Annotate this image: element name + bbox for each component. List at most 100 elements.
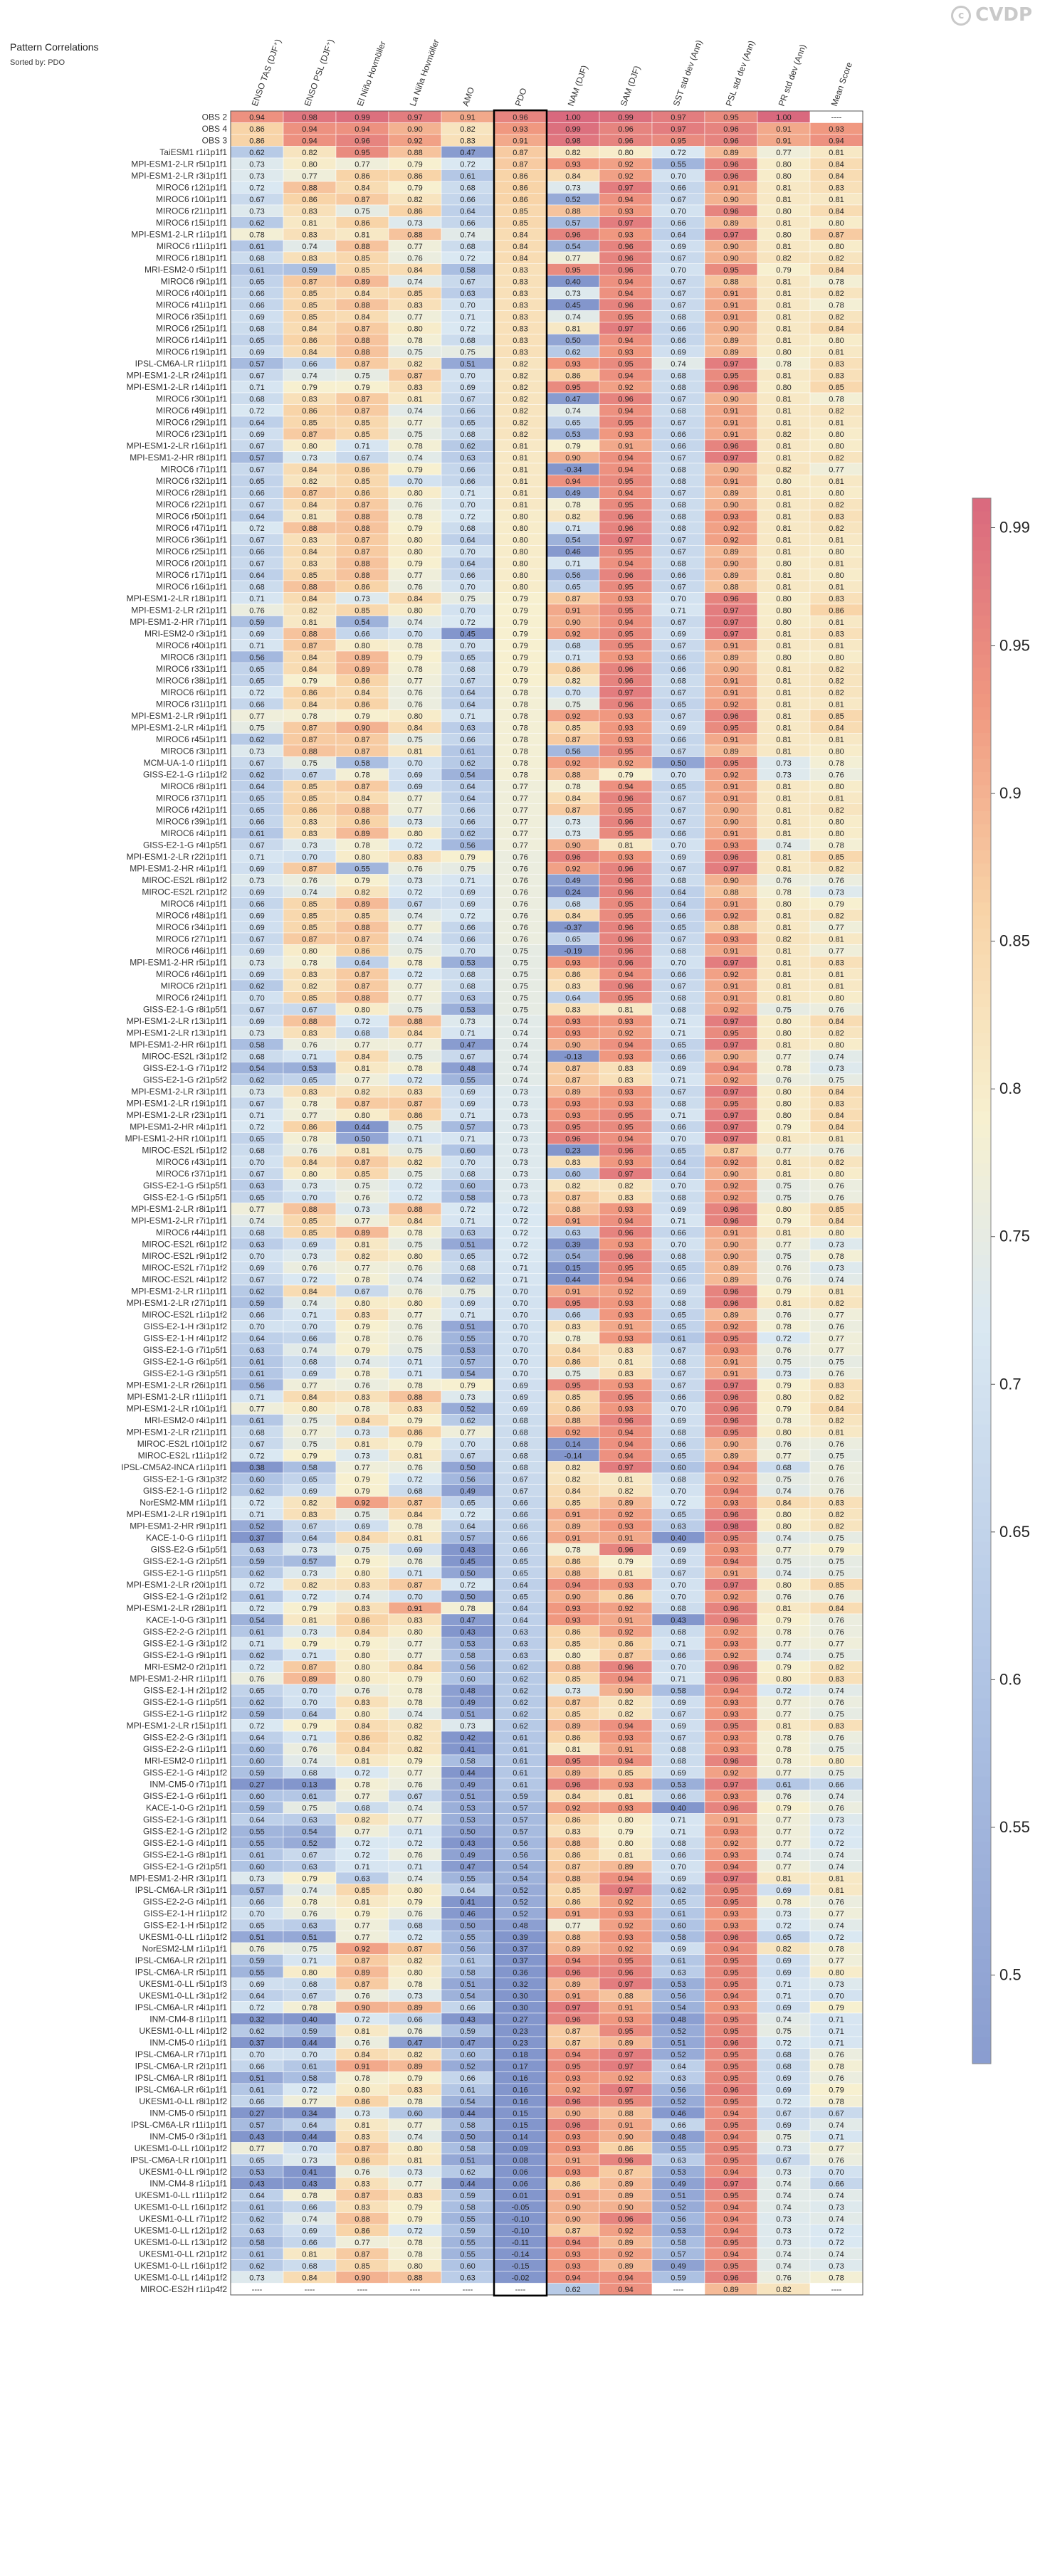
cell-value: 0.76 xyxy=(776,1593,791,1601)
cell-value: 0.86 xyxy=(355,677,369,685)
cell-value: 0.64 xyxy=(249,1816,264,1825)
cell-value: 0.65 xyxy=(249,1921,264,1930)
cell-value: 0.94 xyxy=(723,2109,738,2118)
cell-value: 0.80 xyxy=(407,324,422,333)
cell-value: 0.88 xyxy=(618,2109,633,2118)
cell-value: 0.85 xyxy=(513,207,527,216)
cell-value: 0.67 xyxy=(249,935,264,944)
cell-value: 0.74 xyxy=(776,1851,791,1859)
cell-value: 0.96 xyxy=(723,1804,738,1812)
cell-value: 0.52 xyxy=(671,2051,686,2059)
cell-value: 0.85 xyxy=(355,912,369,920)
cell-value: 0.74 xyxy=(302,1757,317,1765)
cell-value: 0.76 xyxy=(302,1910,317,1918)
cell-value: 0.75 xyxy=(407,1052,422,1061)
cell-value: 0.75 xyxy=(407,1240,422,1249)
cell-value: 0.68 xyxy=(460,971,475,979)
cell-value: 0.87 xyxy=(355,2145,369,2153)
cell-value: 0.81 xyxy=(776,219,791,228)
cell-value: 0.93 xyxy=(618,853,633,862)
cell-value: 0.74 xyxy=(302,243,317,251)
cell-value: 0.80 xyxy=(513,559,527,568)
cell-value: 0.80 xyxy=(829,1041,844,1050)
cell-value: 0.76 xyxy=(829,1440,844,1449)
cell-value: 0.84 xyxy=(829,1018,844,1026)
cell-value: 0.80 xyxy=(829,243,844,251)
colorbar-segment xyxy=(972,772,991,786)
cell-value: 0.62 xyxy=(460,442,475,450)
cell-value: 0.81 xyxy=(565,1746,580,1754)
cell-value: 0.53 xyxy=(460,1816,475,1825)
cell-value: 0.82 xyxy=(407,360,422,369)
row-label: UKESM1-0-LL r9i1p1f2 xyxy=(139,2167,227,2177)
row-label: MIROC6 r46i1p1f1 xyxy=(156,969,227,979)
colorbar-segment xyxy=(972,1398,991,1412)
row-label: MIROC6 r41i1p1f1 xyxy=(156,300,227,310)
cell-value: 0.75 xyxy=(776,1558,791,1566)
cell-value: 0.27 xyxy=(249,2109,264,2118)
cell-value: 0.95 xyxy=(565,1123,580,1131)
cell-value: 0.92 xyxy=(723,536,738,544)
cell-value: 0.97 xyxy=(671,113,686,122)
cell-value: 0.81 xyxy=(776,536,791,544)
cell-value: -0.15 xyxy=(511,2262,529,2271)
cell-value: 0.49 xyxy=(671,2180,686,2188)
cell-value: 0.68 xyxy=(671,947,686,956)
cell-value: 0.62 xyxy=(249,2262,264,2271)
cell-value: 0.90 xyxy=(565,1593,580,1601)
cell-value: 0.86 xyxy=(355,947,369,956)
cell-value: 0.94 xyxy=(618,2286,633,2294)
cell-value: 0.75 xyxy=(407,736,422,744)
cell-value: 0.69 xyxy=(776,2004,791,2012)
cell-value: ---- xyxy=(463,2286,473,2294)
cell-value: 0.96 xyxy=(618,1546,633,1554)
cell-value: 0.95 xyxy=(565,1757,580,1765)
cell-value: 0.08 xyxy=(513,2156,527,2165)
cell-value: 0.83 xyxy=(407,1616,422,1625)
cell-value: 0.66 xyxy=(671,665,686,674)
cell-value: 0.92 xyxy=(723,1628,738,1637)
cell-value: 0.87 xyxy=(565,1193,580,1202)
cell-value: 0.94 xyxy=(618,1428,633,1437)
cell-value: 0.76 xyxy=(407,583,422,591)
cell-value: 0.75 xyxy=(776,1252,791,1261)
cell-value: 0.96 xyxy=(723,1417,738,1425)
cell-value: 0.65 xyxy=(513,1593,527,1601)
cell-value: 0.67 xyxy=(249,465,264,474)
cell-value: 0.82 xyxy=(355,1816,369,1825)
cell-value: 0.73 xyxy=(249,747,264,756)
cell-value: 0.67 xyxy=(407,900,422,909)
cell-value: 0.66 xyxy=(249,290,264,298)
cell-value: 0.88 xyxy=(355,348,369,357)
cell-value: 0.95 xyxy=(723,1968,738,1977)
cell-value: 0.81 xyxy=(776,407,791,416)
cell-value: 0.73 xyxy=(565,1686,580,1695)
cell-value: 0.83 xyxy=(618,1065,633,1073)
cell-value: 0.68 xyxy=(671,524,686,533)
cell-value: 0.92 xyxy=(565,865,580,873)
cell-value: 0.70 xyxy=(249,994,264,1003)
cell-value: 0.41 xyxy=(460,1746,475,1754)
row-label: IPSL-CM6A-LR r4i1p1f1 xyxy=(135,2002,228,2012)
cell-value: 0.90 xyxy=(565,1041,580,1050)
cell-value: 0.62 xyxy=(460,2168,475,2177)
cell-value: 0.78 xyxy=(355,771,369,779)
cell-value: 0.70 xyxy=(513,1370,527,1378)
cell-value: 0.70 xyxy=(565,689,580,697)
cell-value: 0.70 xyxy=(671,1581,686,1590)
cell-value: 0.95 xyxy=(618,360,633,369)
cell-value: 0.92 xyxy=(723,1839,738,1848)
cell-value: 0.94 xyxy=(618,618,633,627)
cell-value: 0.69 xyxy=(671,1699,686,1707)
cell-value: 0.85 xyxy=(355,254,369,263)
cell-value: 0.81 xyxy=(776,1158,791,1167)
cell-value: 0.88 xyxy=(302,747,317,756)
row-label: UKESM1-0-LL r11i1p1f2 xyxy=(135,2190,228,2200)
cell-value: 0.94 xyxy=(565,2274,580,2282)
cell-value: 0.72 xyxy=(355,1018,369,1026)
cell-value: 0.80 xyxy=(355,1299,369,1308)
cell-value: 0.74 xyxy=(829,1793,844,1801)
cell-value: 0.80 xyxy=(302,947,317,956)
cell-value: 0.74 xyxy=(565,407,580,416)
row-label: MIROC-ES2L r6i1p1f2 xyxy=(142,1239,227,1249)
